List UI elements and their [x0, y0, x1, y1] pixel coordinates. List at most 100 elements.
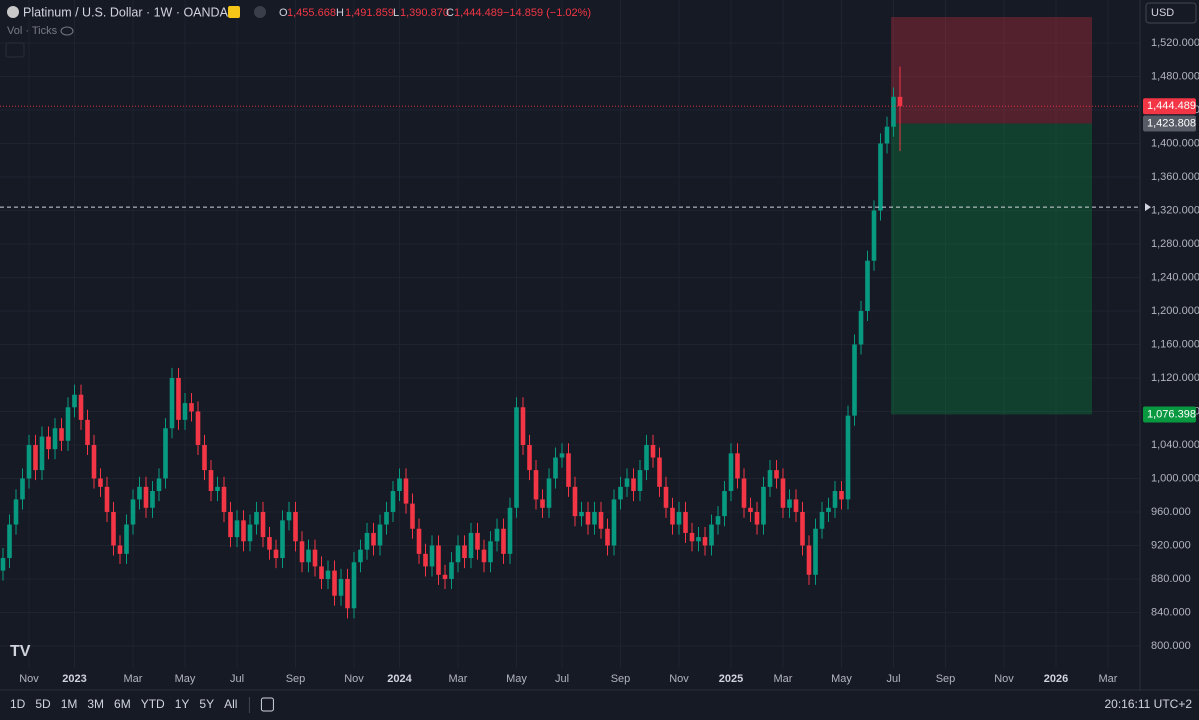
candle-body	[410, 503, 415, 529]
candle-body	[819, 511, 825, 529]
candle-body	[475, 532, 480, 550]
candle-body	[683, 511, 688, 533]
candle-body	[65, 407, 71, 441]
candle-body	[553, 457, 558, 479]
entry-box	[1143, 115, 1196, 132]
y-tick-label: 1,160.000	[1151, 338, 1199, 350]
candle-body	[221, 486, 227, 512]
candle-body	[26, 444, 32, 479]
range-button[interactable]: YTD	[141, 697, 165, 711]
x-tick-label: May	[831, 673, 852, 685]
target-zone	[891, 123, 1092, 415]
candle-body	[325, 570, 331, 579]
range-button[interactable]: 1M	[61, 697, 78, 711]
candle-body	[806, 545, 812, 575]
symbol-icon	[7, 6, 19, 18]
candle-body	[403, 478, 409, 504]
candle-body	[72, 394, 77, 408]
candle-body	[202, 444, 207, 471]
candle-body	[338, 578, 344, 596]
range-button[interactable]: 5D	[35, 697, 51, 711]
hide-icon[interactable]	[60, 26, 74, 36]
range-button[interactable]: 1D	[10, 697, 26, 711]
currency-button[interactable]	[1145, 2, 1197, 24]
candle-body	[468, 532, 474, 559]
candle-body	[195, 411, 201, 445]
candle-body	[481, 549, 487, 563]
candle-body	[332, 570, 337, 596]
range-button[interactable]: 6M	[114, 697, 131, 711]
candle-body	[117, 545, 123, 554]
candle-body	[546, 478, 552, 508]
candle-body	[598, 511, 604, 529]
candle-body	[286, 511, 292, 521]
candle-body	[826, 507, 831, 512]
candle-body	[215, 486, 220, 492]
expand-button[interactable]	[5, 42, 25, 58]
candle-body	[592, 511, 597, 525]
x-tick-label: 2026	[1044, 673, 1068, 685]
candle-body	[397, 478, 402, 492]
candle-body	[774, 470, 779, 479]
x-tick-label: 2024	[387, 673, 412, 685]
candle-body	[884, 126, 890, 144]
candle-body	[241, 520, 246, 542]
y-tick-label: 1,520.000	[1151, 37, 1199, 49]
candle-body	[384, 511, 389, 525]
y-tick-label: 840.000	[1151, 606, 1191, 618]
line-handle	[1145, 203, 1151, 212]
candle-body	[345, 578, 350, 609]
candle-body	[715, 516, 721, 525]
candle-body	[780, 478, 786, 508]
candle-body	[845, 415, 851, 500]
candle-body	[377, 524, 383, 546]
x-tick-label: Jul	[555, 673, 569, 685]
candle-body	[436, 545, 441, 575]
candle-body	[33, 444, 38, 471]
candle-body	[52, 428, 58, 450]
candle-body	[624, 478, 630, 487]
candle-body	[689, 532, 695, 542]
candle-body	[189, 403, 194, 412]
tv-logo: TV	[10, 643, 31, 660]
clock: 20:16:11 UTC+2	[1105, 697, 1193, 711]
y-tick-label: 1,280.000	[1151, 238, 1199, 250]
candle-body	[455, 545, 461, 563]
y-tick-label: 800.000	[1151, 640, 1191, 652]
candle-body	[754, 511, 760, 525]
candle-body	[897, 96, 903, 107]
range-button[interactable]: All	[224, 697, 237, 711]
y-tick-label: 880.000	[1151, 573, 1191, 585]
candle-body	[0, 558, 6, 571]
candle-body	[423, 553, 428, 567]
target-label: 1,076.398	[1147, 408, 1196, 420]
low-value: 1,390.870	[400, 7, 449, 19]
candle-body	[254, 511, 259, 525]
candle-body	[293, 511, 298, 542]
candle-body	[878, 143, 883, 211]
candle-body	[416, 528, 422, 554]
y-tick-label: 1,000.000	[1151, 472, 1199, 484]
candle-body	[735, 453, 740, 479]
range-button[interactable]: 5Y	[199, 697, 214, 711]
y-tick-label: 1,240.000	[1151, 271, 1199, 283]
candle-body	[663, 486, 669, 508]
y-tick-label: 1,400.000	[1151, 137, 1199, 149]
candle-body	[429, 545, 435, 567]
candle-body	[722, 491, 727, 517]
range-button[interactable]: 3M	[87, 697, 104, 711]
range-button[interactable]: 1Y	[175, 697, 190, 711]
candle-body	[650, 444, 656, 458]
candle-body	[156, 478, 162, 492]
date-range-icon[interactable]	[260, 697, 274, 712]
candle-body	[533, 470, 539, 500]
o-label: O	[279, 7, 288, 19]
candle-body	[351, 562, 357, 609]
collapse-button[interactable]	[254, 6, 266, 18]
last-price-box	[1143, 98, 1196, 115]
candle-body	[839, 491, 844, 500]
last-price-label: 1,444.489	[1147, 100, 1196, 112]
candle-body	[39, 436, 45, 471]
candle-body	[709, 524, 714, 546]
